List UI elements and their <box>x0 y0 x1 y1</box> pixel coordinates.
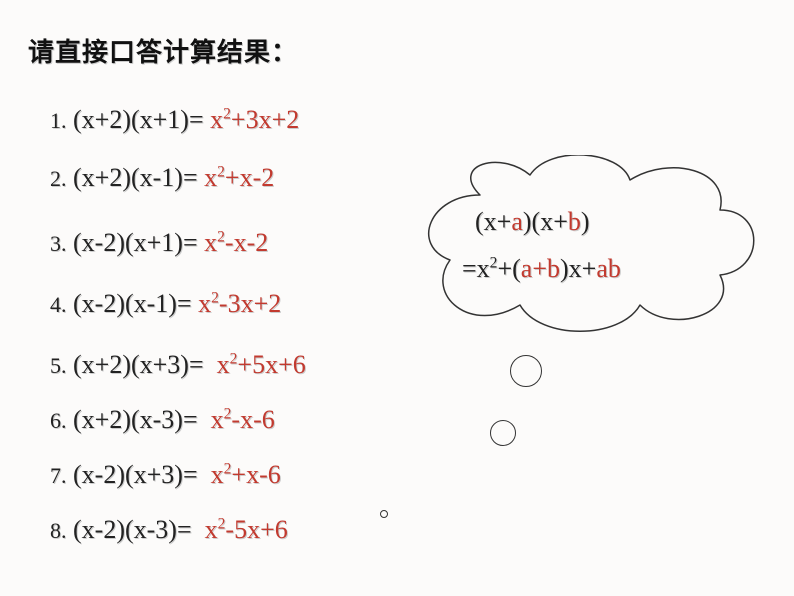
thought-bubble-icon <box>490 420 516 446</box>
equation-row-2: 2. (x+2)(x-1)= x2+x-2 <box>50 163 274 193</box>
equation-row-3: 3. (x-2)(x+1)= x2-x-2 <box>50 228 268 258</box>
row-number: 4. <box>50 292 67 317</box>
equation-row-5: 5. (x+2)(x+3)= x2+5x+6 <box>50 350 306 380</box>
row-number: 7. <box>50 463 67 488</box>
row-number: 8. <box>50 518 67 543</box>
row-rhs: x2+5x+6 <box>210 350 306 379</box>
row-rhs: x2-x-6 <box>204 405 275 434</box>
equation-row-7: 7. (x-2)(x+3)= x2+x-6 <box>50 460 281 490</box>
row-number: 2. <box>50 166 67 191</box>
row-lhs: (x-2)(x-3)= <box>73 515 192 544</box>
equation-row-6: 6. (x+2)(x-3)= x2-x-6 <box>50 405 275 435</box>
cloud-line-1: (x+a)(x+b) <box>462 199 621 246</box>
equation-row-4: 4. (x-2)(x-1)= x2-3x+2 <box>50 289 281 319</box>
row-rhs: x2+3x+2 <box>210 105 299 134</box>
thought-bubble-icon <box>510 355 542 387</box>
row-rhs: x2+x-6 <box>204 460 281 489</box>
cloud-line-2: =x2+(a+b)x+ab <box>462 246 621 293</box>
page-title: 请直接口答计算结果： <box>28 32 298 69</box>
row-rhs: x2+x-2 <box>204 163 274 192</box>
thought-bubble-icon <box>380 510 388 518</box>
equation-row-8: 8. (x-2)(x-3)= x2-5x+6 <box>50 515 288 545</box>
row-lhs: (x-2)(x-1)= <box>73 289 192 318</box>
row-lhs: (x+2)(x-1)= <box>73 163 198 192</box>
row-lhs: (x+2)(x+3)= <box>73 350 204 379</box>
row-lhs: (x-2)(x+3)= <box>73 460 198 489</box>
cloud-formula: (x+a)(x+b) =x2+(a+b)x+ab <box>462 199 621 293</box>
row-lhs: (x+2)(x+1)= <box>73 105 204 134</box>
equation-row-1: 1. (x+2)(x+1)= x2+3x+2 <box>50 105 299 135</box>
row-number: 3. <box>50 231 67 256</box>
row-number: 5. <box>50 353 67 378</box>
row-lhs: (x+2)(x-3)= <box>73 405 198 434</box>
row-rhs: x2-3x+2 <box>198 289 281 318</box>
row-rhs: x2-5x+6 <box>198 515 288 544</box>
thought-cloud: (x+a)(x+b) =x2+(a+b)x+ab <box>420 155 760 355</box>
row-number: 1. <box>50 108 67 133</box>
row-number: 6. <box>50 408 67 433</box>
row-lhs: (x-2)(x+1)= <box>73 228 198 257</box>
row-rhs: x2-x-2 <box>204 228 268 257</box>
slide: 请直接口答计算结果： 1. (x+2)(x+1)= x2+3x+2 2. (x+… <box>0 0 794 596</box>
